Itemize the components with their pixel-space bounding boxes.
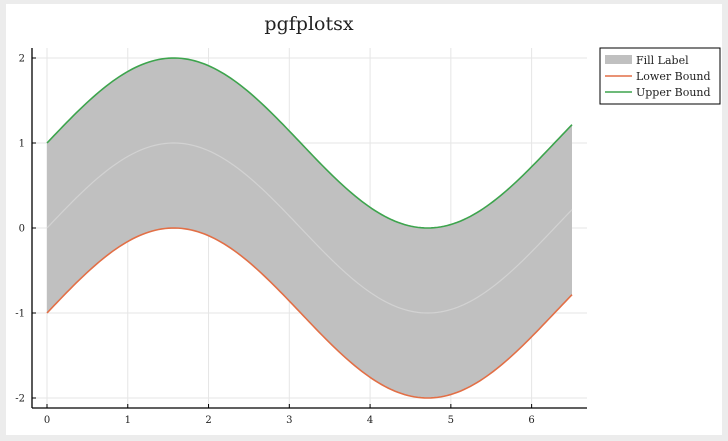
x-tick-label: 3: [286, 415, 292, 426]
legend: Fill Label Lower Bound Upper Bound: [599, 47, 721, 105]
series-lines: [46, 57, 573, 399]
x-tick-label: 1: [125, 415, 131, 426]
legend-label: Upper Bound: [636, 86, 711, 99]
axes: [31, 48, 587, 409]
legend-label: Lower Bound: [636, 70, 711, 83]
y-tick-label: -2: [15, 394, 25, 405]
fill-area: [46, 58, 573, 398]
x-tick-label: 5: [448, 415, 454, 426]
y-tick-label: 1: [19, 139, 25, 150]
fill-center-line: [46, 142, 573, 314]
tick-labels: 0 1 2 3 4 5 6 -2 -1 0 1 2: [15, 54, 535, 427]
chart-title: pgfplotsx: [264, 13, 353, 35]
fill-band: [47, 58, 572, 398]
lower-bound-line: [46, 227, 573, 399]
y-tick-label: 0: [19, 224, 25, 235]
upper-bound-line: [46, 57, 573, 229]
x-tick-label: 2: [205, 415, 211, 426]
y-tick-label: -1: [15, 309, 25, 320]
y-tick-label: 2: [19, 54, 25, 65]
x-tick-label: 0: [44, 415, 50, 426]
legend-swatch-fill: [605, 55, 632, 64]
legend-label: Fill Label: [636, 54, 689, 67]
x-tick-label: 4: [367, 415, 373, 426]
x-tick-label: 6: [528, 415, 534, 426]
